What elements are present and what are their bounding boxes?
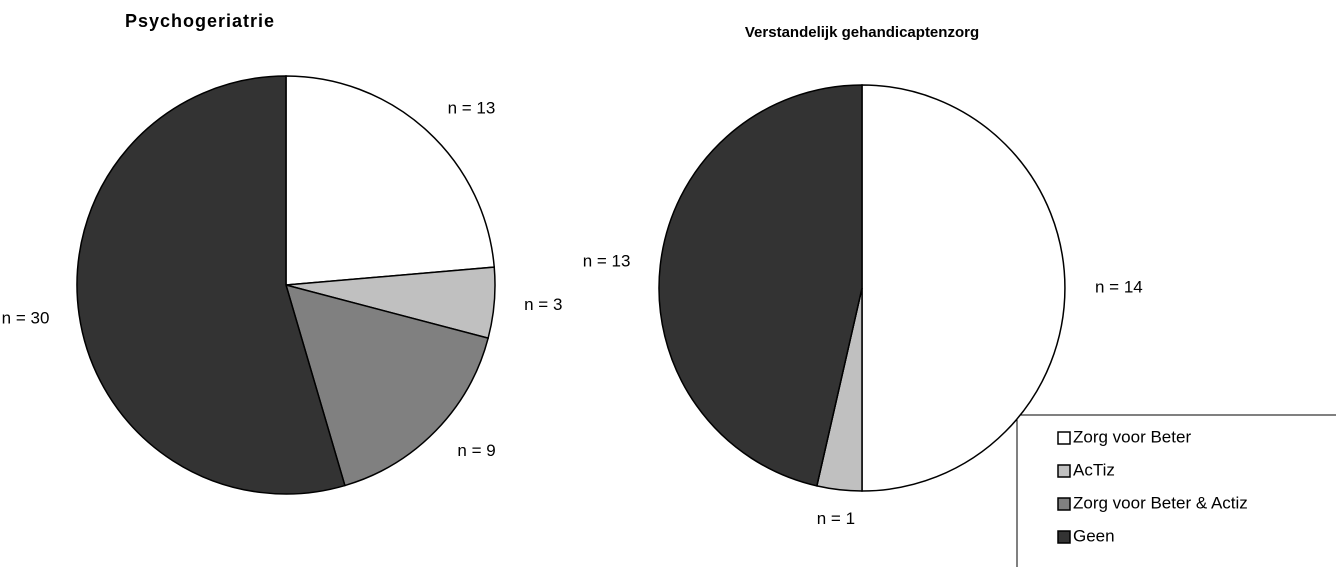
pie-slice <box>658 84 863 487</box>
pie-slice <box>284 283 490 487</box>
pie-slice <box>76 75 346 495</box>
legend-label: Zorg voor Beter & Actiz <box>1073 493 1248 512</box>
data-label: n = 13 <box>448 98 496 117</box>
legend-swatch <box>1057 497 1071 511</box>
chart-title: Psychogeriatrie <box>125 11 275 31</box>
data-label: n = 14 <box>1095 277 1143 296</box>
legend-label: Zorg voor Beter <box>1073 427 1191 446</box>
pie-slice <box>285 75 496 286</box>
data-label: n = 1 <box>817 509 855 528</box>
data-label: n = 13 <box>583 251 631 270</box>
legend-swatch <box>1057 431 1071 445</box>
legend-label: Geen <box>1073 526 1115 545</box>
legend-label: AcTiz <box>1073 460 1115 479</box>
data-label: n = 30 <box>2 308 50 327</box>
legend-swatch <box>1057 464 1071 478</box>
legend-swatch <box>1057 530 1071 544</box>
data-label: n = 9 <box>457 441 495 460</box>
pie-slice <box>861 84 1066 492</box>
data-label: n = 3 <box>524 295 562 314</box>
chart-title: Verstandelijk gehandicaptenzorg <box>745 24 979 41</box>
